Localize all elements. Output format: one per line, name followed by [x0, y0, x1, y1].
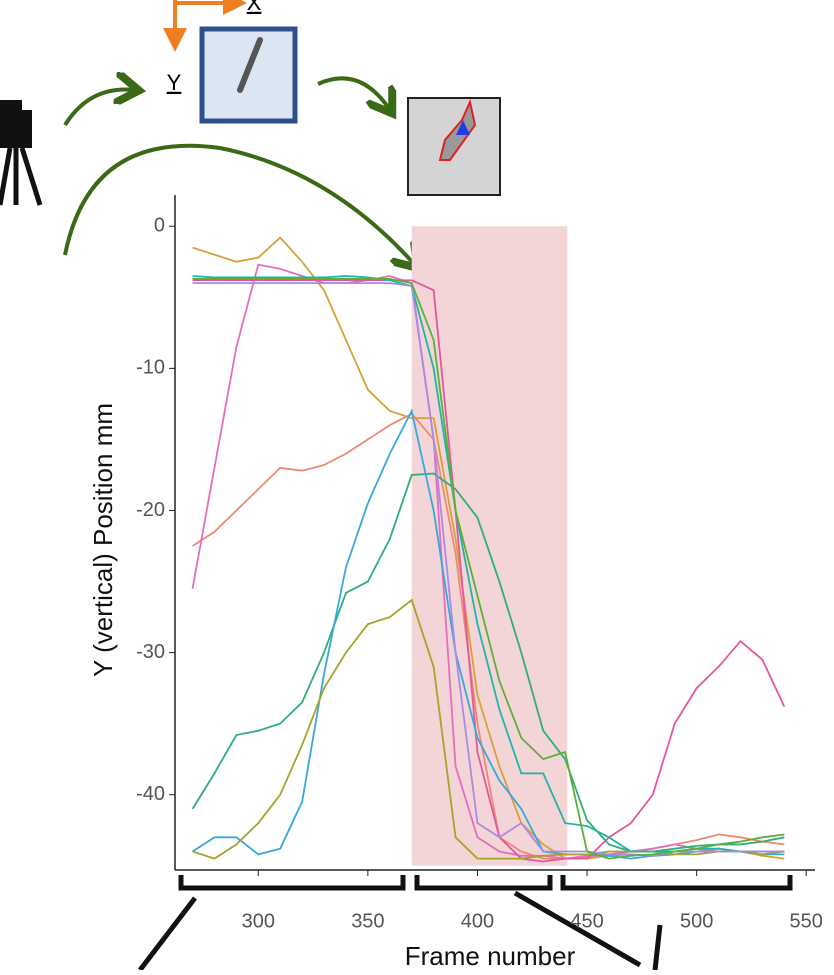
y-tick-label: -10 — [136, 357, 165, 379]
highlight-region — [411, 226, 568, 866]
marker — [456, 120, 470, 135]
x-tick-label: 400 — [461, 910, 494, 932]
series-line — [192, 412, 785, 860]
y-tick-label: -30 — [136, 641, 165, 663]
flow-arrow — [317, 76, 390, 110]
x-tick-label: 450 — [570, 910, 603, 932]
flow-arrow — [63, 143, 415, 265]
y-axis-title: Y (vertical) Position mm — [88, 403, 118, 677]
x-tick-label: 500 — [680, 910, 713, 932]
camera-icon — [0, 100, 43, 206]
series-line — [192, 279, 786, 863]
diagram: X Y — [0, 0, 793, 972]
series-line — [192, 282, 785, 857]
fish-shape — [237, 37, 263, 93]
series-line — [192, 277, 785, 860]
series-line — [191, 472, 785, 853]
flow-arrow — [63, 89, 135, 127]
series-line — [192, 408, 785, 860]
mask — [438, 98, 477, 161]
x-axis-label: X — [247, 0, 262, 15]
x-tick-label: 550 — [790, 910, 823, 932]
y-tick-label: 0 — [154, 215, 165, 237]
y-tick-label: -40 — [136, 783, 165, 805]
y-axis-label: Y — [167, 70, 182, 95]
x-tick-label: 300 — [242, 910, 275, 932]
brackets — [138, 875, 793, 972]
x-axis-title: Frame number — [405, 941, 576, 970]
y-tick-label: -20 — [136, 499, 165, 521]
x-tick-label: 350 — [351, 910, 384, 932]
plot: 0 -10 -20 -30 -40 300 350 400 450 500 550 — [136, 195, 823, 932]
series-line — [192, 598, 785, 860]
